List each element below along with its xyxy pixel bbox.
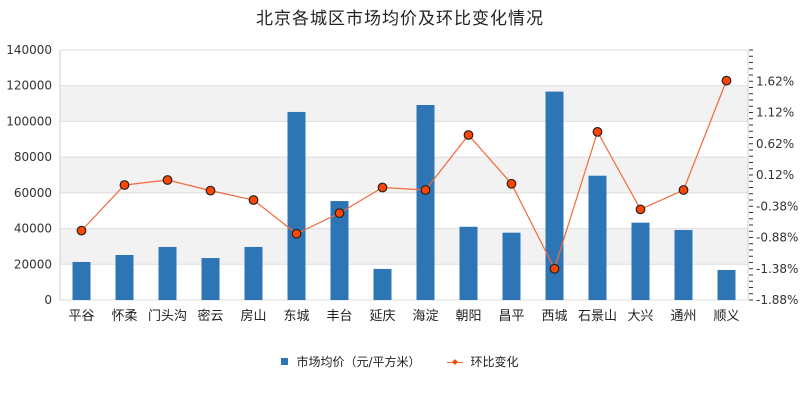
category-label: 大兴 — [627, 309, 653, 324]
bar-门头沟[interactable] — [158, 246, 177, 300]
right-axis-tick-label: 1.62% — [756, 74, 794, 88]
change-marker-怀柔[interactable] — [119, 180, 130, 190]
grid-band — [60, 157, 748, 193]
right-axis-tick-label: -1.88% — [756, 293, 798, 307]
category-label: 昌平 — [498, 309, 524, 324]
line-marker-swatch-icon — [446, 358, 463, 366]
change-marker-朝阳[interactable] — [463, 130, 474, 140]
bar-swatch-icon — [281, 358, 289, 365]
legend-label-change: 环比变化 — [470, 355, 519, 369]
left-axis-tick-label: 100000 — [6, 114, 52, 128]
change-marker-顺义[interactable] — [721, 75, 732, 86]
bar-通州[interactable] — [674, 230, 693, 300]
left-axis-tick-label: 20000 — [14, 257, 52, 271]
bar-朝阳[interactable] — [459, 226, 478, 300]
right-axis-tick-label: 1.12% — [756, 106, 794, 120]
left-axis-tick-label: 140000 — [6, 43, 52, 57]
legend-item-change[interactable]: 环比变化 — [446, 353, 519, 370]
bar-平谷[interactable] — [72, 261, 91, 300]
left-axis-tick-label: 120000 — [6, 79, 52, 93]
bar-顺义[interactable] — [717, 270, 736, 300]
bar-大兴[interactable] — [631, 222, 650, 300]
bar-东城[interactable] — [287, 111, 306, 300]
change-marker-石景山[interactable] — [592, 126, 603, 137]
bar-石景山[interactable] — [588, 175, 607, 300]
change-marker-延庆[interactable] — [377, 182, 388, 193]
category-label: 朝阳 — [455, 309, 481, 324]
left-axis-tick-label: 0 — [44, 293, 52, 307]
bar-怀柔[interactable] — [115, 255, 134, 300]
category-label: 密云 — [197, 308, 223, 324]
change-marker-密云[interactable] — [205, 185, 216, 196]
category-label: 门头沟 — [148, 309, 187, 324]
category-label: 丰台 — [326, 309, 352, 324]
change-marker-昌平[interactable] — [506, 178, 517, 189]
change-marker-海淀[interactable] — [420, 185, 431, 195]
grid-band — [60, 192, 748, 229]
category-label: 通州 — [670, 309, 696, 324]
bar-海淀[interactable] — [416, 105, 435, 300]
change-marker-丰台[interactable] — [334, 208, 345, 219]
bar-昌平[interactable] — [502, 232, 521, 300]
change-marker-大兴[interactable] — [635, 204, 646, 215]
grid-band — [60, 121, 748, 158]
chart-title: 北京各城区市场均价及环比变化情况 — [256, 9, 544, 29]
category-label: 房山 — [240, 308, 266, 324]
right-axis-tick-label: -0.38% — [756, 199, 798, 213]
bar-密云[interactable] — [201, 258, 220, 300]
right-axis-tick-label: 0.12% — [756, 168, 794, 182]
change-marker-西城[interactable] — [549, 263, 560, 274]
category-label: 西城 — [541, 309, 567, 324]
left-axis-tick-label: 40000 — [14, 222, 52, 236]
bar-西城[interactable] — [545, 91, 564, 300]
category-label: 延庆 — [369, 309, 395, 324]
right-axis-tick-label: -0.88% — [756, 231, 798, 245]
category-label: 顺义 — [713, 309, 739, 324]
right-axis-tick-label: -1.38% — [756, 262, 798, 276]
change-marker-房山[interactable] — [248, 195, 259, 205]
change-marker-门头沟[interactable] — [162, 175, 173, 185]
change-line — [81, 80, 728, 271]
change-marker-平谷[interactable] — [76, 225, 87, 236]
left-axis-tick-label: 60000 — [14, 186, 52, 200]
category-label: 东城 — [283, 309, 309, 324]
legend-label-price: 市场均价（元/平方米） — [296, 355, 421, 369]
grid-band — [60, 85, 748, 122]
right-axis-tick-label: 0.62% — [756, 137, 794, 151]
bar-房山[interactable] — [244, 246, 263, 300]
grid-band — [60, 50, 748, 86]
category-label: 石景山 — [578, 309, 617, 324]
legend: 市场均价（元/平方米） 环比变化 — [0, 353, 800, 370]
category-label: 怀柔 — [111, 309, 137, 324]
category-label: 平谷 — [68, 309, 94, 324]
left-axis-tick-label: 80000 — [14, 150, 52, 164]
category-label: 海淀 — [412, 309, 438, 324]
change-marker-东城[interactable] — [291, 228, 302, 239]
legend-item-price[interactable]: 市场均价（元/平方米） — [281, 353, 421, 370]
bar-延庆[interactable] — [373, 268, 392, 300]
bar-丰台[interactable] — [330, 201, 349, 300]
change-marker-通州[interactable] — [678, 185, 689, 195]
